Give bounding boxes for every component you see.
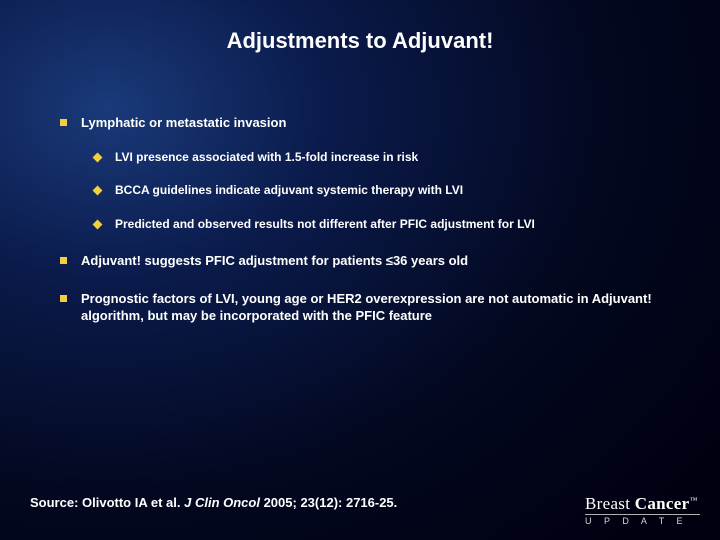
sub-bullet-item: Predicted and observed results not diffe… bbox=[94, 217, 670, 233]
bullet-item-1: Lymphatic or metastatic invasion LVI pre… bbox=[60, 114, 670, 232]
bullet-text: Prognostic factors of LVI, young age or … bbox=[81, 290, 670, 325]
logo-line2: U P D A T E bbox=[585, 517, 700, 526]
square-bullet-icon bbox=[60, 119, 67, 126]
diamond-bullet-icon bbox=[93, 219, 103, 229]
brand-logo: Breast Cancer™ U P D A T E bbox=[585, 495, 700, 526]
trademark-icon: ™ bbox=[689, 495, 697, 504]
sub-bullet-text: Predicted and observed results not diffe… bbox=[115, 217, 535, 233]
slide-title: Adjustments to Adjuvant! bbox=[0, 0, 720, 54]
logo-word-cancer: Cancer bbox=[635, 494, 690, 513]
diamond-bullet-icon bbox=[93, 152, 103, 162]
sub-bullet-item: LVI presence associated with 1.5-fold in… bbox=[94, 150, 670, 166]
source-citation: Source: Olivotto IA et al. J Clin Oncol … bbox=[30, 495, 397, 510]
bullet-text: Adjuvant! suggests PFIC adjustment for p… bbox=[81, 252, 468, 270]
logo-line1: Breast Cancer™ bbox=[585, 495, 700, 512]
source-suffix: 2005; 23(12): 2716-25. bbox=[264, 495, 398, 510]
square-bullet-icon bbox=[60, 295, 67, 302]
logo-word-breast: Breast bbox=[585, 494, 630, 513]
bullet-item-3: Prognostic factors of LVI, young age or … bbox=[60, 290, 670, 325]
diamond-bullet-icon bbox=[93, 186, 103, 196]
bullet-text: Lymphatic or metastatic invasion bbox=[81, 114, 286, 132]
sub-bullet-list: LVI presence associated with 1.5-fold in… bbox=[94, 150, 670, 233]
sub-bullet-item: BCCA guidelines indicate adjuvant system… bbox=[94, 183, 670, 199]
bullet-item-2: Adjuvant! suggests PFIC adjustment for p… bbox=[60, 252, 670, 270]
logo-divider bbox=[585, 514, 700, 515]
source-journal: J Clin Oncol bbox=[184, 495, 263, 510]
content-area: Lymphatic or metastatic invasion LVI pre… bbox=[0, 54, 720, 325]
square-bullet-icon bbox=[60, 257, 67, 264]
source-prefix: Source: Olivotto IA et al. bbox=[30, 495, 184, 510]
sub-bullet-text: LVI presence associated with 1.5-fold in… bbox=[115, 150, 418, 166]
sub-bullet-text: BCCA guidelines indicate adjuvant system… bbox=[115, 183, 463, 199]
